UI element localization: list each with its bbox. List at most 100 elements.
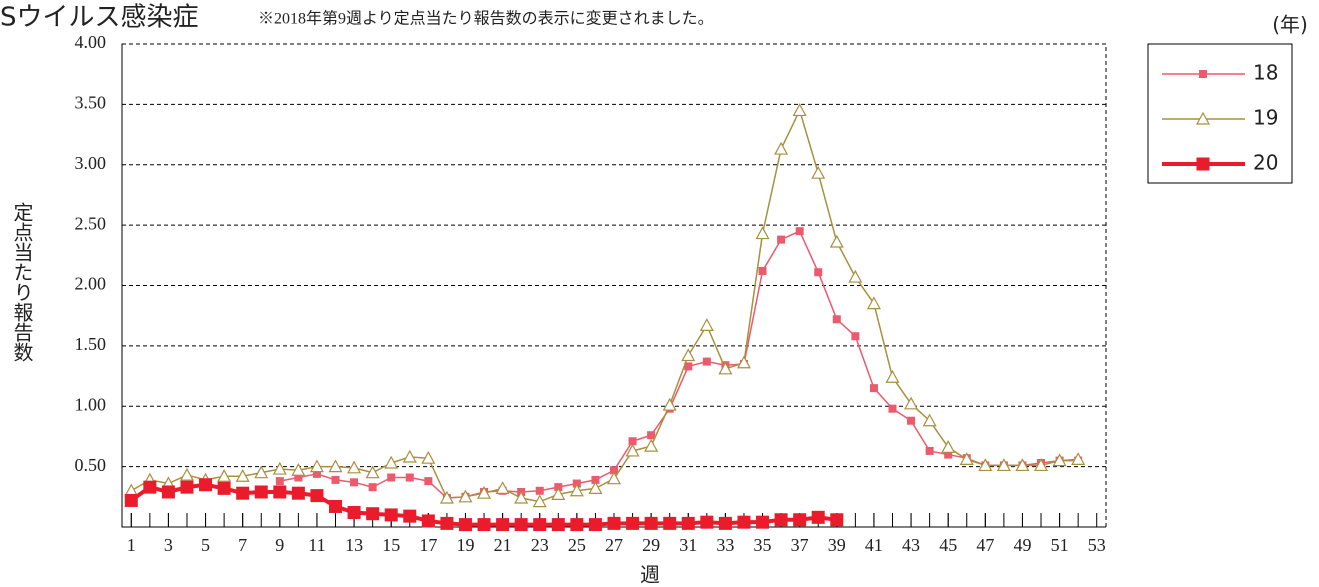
point	[347, 460, 362, 474]
point	[755, 226, 770, 240]
point	[199, 478, 213, 492]
point	[663, 516, 677, 530]
point	[737, 515, 751, 529]
point	[628, 437, 637, 446]
point	[811, 510, 825, 524]
point	[235, 469, 250, 482]
point	[439, 490, 454, 504]
point	[421, 514, 435, 528]
point	[866, 296, 881, 310]
point	[291, 486, 305, 500]
point	[736, 355, 751, 369]
x-tick-label: 41	[865, 535, 883, 555]
point	[309, 459, 324, 473]
point	[907, 416, 916, 425]
point	[273, 485, 287, 499]
point	[792, 103, 807, 117]
point	[718, 361, 733, 375]
x-tick-label: 7	[238, 535, 247, 555]
x-tick-label: 5	[201, 535, 210, 555]
x-tick-label: 37	[791, 535, 809, 555]
legend-label: 18	[1253, 61, 1278, 85]
y-tick-label: 1.50	[75, 334, 107, 354]
point	[477, 518, 491, 532]
series-line	[130, 108, 1079, 503]
point	[143, 480, 157, 494]
point	[885, 370, 900, 383]
point	[310, 489, 324, 503]
point	[814, 268, 823, 277]
x-tick-label: 35	[754, 535, 772, 555]
point	[756, 515, 770, 529]
point	[1052, 453, 1067, 467]
x-tick-label: 27	[605, 535, 623, 555]
point	[944, 450, 953, 459]
point	[888, 404, 897, 413]
point	[904, 396, 919, 410]
point	[1034, 458, 1049, 472]
point	[626, 516, 640, 530]
point	[551, 518, 565, 532]
x-tick-label: 19	[456, 535, 474, 555]
point	[329, 499, 343, 513]
point	[440, 516, 454, 530]
point	[1015, 458, 1030, 472]
point	[495, 481, 510, 494]
point	[591, 475, 600, 484]
point	[384, 508, 398, 522]
point	[829, 234, 844, 248]
point	[699, 318, 714, 331]
point	[532, 494, 547, 508]
x-tick-label: 13	[345, 535, 363, 555]
point	[588, 518, 602, 532]
point	[124, 493, 138, 507]
point	[978, 458, 993, 472]
point	[569, 483, 584, 497]
point	[254, 465, 269, 479]
point	[959, 452, 974, 465]
point	[347, 506, 361, 520]
point	[514, 518, 528, 532]
point	[535, 486, 544, 495]
x-tick-label: 29	[642, 535, 660, 555]
x-tick-label: 17	[419, 535, 437, 555]
point	[681, 348, 696, 362]
x-tick-label: 9	[275, 535, 284, 555]
point	[625, 443, 640, 457]
x-tick-label: 11	[308, 535, 325, 555]
x-tick-label: 51	[1051, 535, 1069, 555]
point	[217, 481, 231, 495]
point	[272, 461, 287, 475]
point	[405, 473, 414, 482]
point	[514, 490, 529, 504]
point	[851, 332, 860, 341]
point	[424, 477, 433, 486]
legend-title: (年)	[1272, 13, 1308, 37]
point	[869, 384, 878, 393]
y-tick-label: 3.00	[75, 153, 107, 173]
point	[328, 459, 343, 473]
chart-title: Sウイルス感染症	[0, 3, 199, 33]
point	[366, 507, 380, 521]
x-tick-label: 43	[902, 535, 920, 555]
point	[477, 485, 492, 499]
point	[402, 449, 417, 463]
point	[777, 235, 786, 244]
chart-subtitle: ※2018年第9週より定点当たり報告数の表示に変更されました。	[258, 10, 714, 28]
x-tick-label: 15	[382, 535, 400, 555]
point	[922, 413, 937, 427]
x-tick-label: 45	[939, 535, 957, 555]
point	[644, 438, 659, 452]
point	[848, 269, 863, 283]
y-tick-label: 3.50	[75, 93, 107, 113]
x-tick-label: 39	[828, 535, 846, 555]
series-line	[279, 230, 1079, 499]
point	[570, 518, 584, 532]
point	[644, 516, 658, 530]
legend-box	[1147, 43, 1293, 184]
point	[496, 518, 510, 532]
point	[795, 227, 804, 236]
y-tick-label: 1.00	[75, 394, 107, 414]
point	[350, 478, 359, 487]
